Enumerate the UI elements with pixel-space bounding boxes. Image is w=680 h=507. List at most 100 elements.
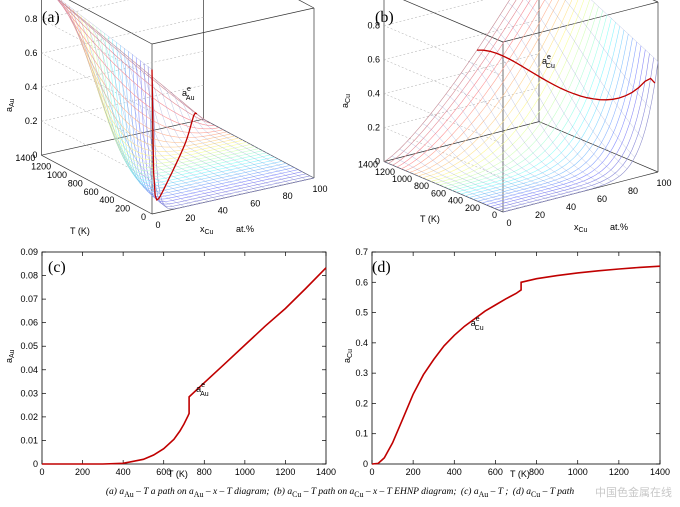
x-tick-label: 400 xyxy=(447,467,462,477)
surface-isotherm xyxy=(451,14,608,191)
surface-isotherm xyxy=(400,0,538,170)
x-tick-label: 0 xyxy=(39,467,44,477)
surface-isocomp xyxy=(73,11,185,207)
chart-c-xlabel: T (K) xyxy=(168,469,188,479)
y-tick-label: 0.5 xyxy=(355,308,368,318)
y-tick-label: 0.09 xyxy=(20,247,38,257)
chart-c-series-line xyxy=(42,267,327,465)
surface-isocomp xyxy=(57,0,161,195)
y-tick-label: 0.02 xyxy=(20,412,38,422)
chart-a-annotation: ae Au xyxy=(182,86,195,102)
z-tick-label: 0.2 xyxy=(367,123,380,133)
surface-isocomp xyxy=(476,49,597,188)
surface-isotherm xyxy=(426,0,579,180)
chart-a-zlabel: aAu xyxy=(4,98,16,112)
surface-isocomp xyxy=(469,61,589,190)
box-edge xyxy=(68,0,153,45)
surface-isocomp xyxy=(60,0,153,70)
z-tick-label: 0 xyxy=(375,157,380,167)
x-tick-label: 800 xyxy=(197,467,212,477)
t-tick-label: 1000 xyxy=(392,174,412,184)
z-tick-label: 0.6 xyxy=(25,48,38,58)
grid-line xyxy=(41,16,204,54)
x-tick-label: 0 xyxy=(506,218,511,228)
chart-d-ylabel: aCu xyxy=(342,349,354,363)
surface-isocomp xyxy=(162,85,274,188)
box-edge xyxy=(41,154,153,215)
x-tick-label: 0 xyxy=(155,220,160,230)
chart-a-ticks: 00.20.40.60.8102040608010002004006008001… xyxy=(15,14,327,230)
z-tick-label: 0.2 xyxy=(25,116,38,126)
surface-isotherm xyxy=(456,18,612,193)
panel-b-surface-cu: (b) 00.20.40.60.810204060801000200400600… xyxy=(340,0,680,238)
surface-isocomp xyxy=(591,0,659,62)
t-tick-label: 1400 xyxy=(358,160,378,170)
surface-isotherm xyxy=(439,2,595,186)
panel-d-label: (d) xyxy=(372,259,391,276)
t-tick-label: 0 xyxy=(141,212,146,222)
y-tick-label: 0.7 xyxy=(355,247,368,257)
surface-isocomp xyxy=(445,93,566,197)
surface-isocomp xyxy=(89,25,201,204)
chart-d-annotation: ae Cu xyxy=(471,316,484,332)
x-tick-label: 80 xyxy=(628,186,638,196)
x-tick-label: 60 xyxy=(250,198,260,208)
surface-isocomp xyxy=(461,72,581,193)
chart-d-svg: (d) 0 200 400 600 800 1000 1200 140000.10.20.30… xyxy=(342,247,670,479)
surface-isocomp xyxy=(399,148,519,209)
y-tick-label: 0.3 xyxy=(355,368,368,378)
t-tick-label: 0 xyxy=(492,210,497,220)
t-tick-label: 800 xyxy=(414,181,429,191)
surface-isocomp xyxy=(383,161,504,213)
grid-line xyxy=(383,93,504,145)
surface-isocomp xyxy=(195,112,306,180)
surface-isocomp xyxy=(391,155,511,211)
chart-c-ylabel: aAu xyxy=(4,349,16,363)
chart-a-svg: (a) 00.20.40.60.810204060801000200400600… xyxy=(4,0,328,236)
y-tick-label: 0.6 xyxy=(355,277,368,287)
x-tick-label: 800 xyxy=(529,467,544,477)
t-tick-label: 800 xyxy=(68,178,83,188)
z-tick-label: 0.8 xyxy=(367,21,380,31)
chart-b-surface xyxy=(383,0,659,213)
surface-isocomp xyxy=(422,123,542,203)
t-tick-label: 200 xyxy=(115,204,130,214)
grid-line xyxy=(383,127,504,179)
y-tick-label: 0.1 xyxy=(355,429,368,439)
x-tick-label: 60 xyxy=(597,194,607,204)
surface-isotherm xyxy=(57,0,212,124)
y-tick-label: 0.4 xyxy=(355,338,368,348)
y-tick-label: 0 xyxy=(33,459,38,469)
y-tick-label: 0.08 xyxy=(20,271,38,281)
surface-isocomp xyxy=(564,0,651,109)
x-tick-label: 600 xyxy=(488,467,503,477)
chart-b-ticks: 00.20.40.60.8102040608010002004006008001… xyxy=(358,21,672,228)
y-tick-label: 0.2 xyxy=(355,398,368,408)
plot-frame xyxy=(41,251,327,465)
chart-d-series-line xyxy=(371,265,661,465)
chart-d-xlabel: T (K) xyxy=(510,469,530,479)
box-edge xyxy=(151,7,315,45)
surface-isocomp xyxy=(122,52,234,197)
surface-isocomp xyxy=(114,45,225,198)
t-tick-label: 600 xyxy=(84,187,99,197)
grid-line xyxy=(383,59,504,111)
grid-line xyxy=(383,87,540,128)
surface-isocomp xyxy=(407,141,527,207)
panel-c-label: (c) xyxy=(48,259,66,276)
t-tick-label: 600 xyxy=(431,188,446,198)
y-tick-label: 0 xyxy=(363,459,368,469)
equilibrium-path xyxy=(151,69,198,201)
surface-isocomp xyxy=(453,83,573,195)
surface-isocomp xyxy=(146,72,258,191)
surface-isocomp xyxy=(500,14,620,177)
surface-isocomp xyxy=(178,98,290,184)
x-tick-label: 40 xyxy=(566,202,576,212)
surface-isotherm xyxy=(417,0,566,177)
z-tick-label: 0.4 xyxy=(25,82,38,92)
t-tick-label: 400 xyxy=(99,195,114,205)
chart-b-svg: (b) 00.20.40.60.810204060801000200400600… xyxy=(340,0,672,234)
y-tick-label: 0.07 xyxy=(20,294,38,304)
caption-d: (d) aCu – T path xyxy=(512,487,575,499)
z-tick-label: 0.6 xyxy=(367,55,380,65)
